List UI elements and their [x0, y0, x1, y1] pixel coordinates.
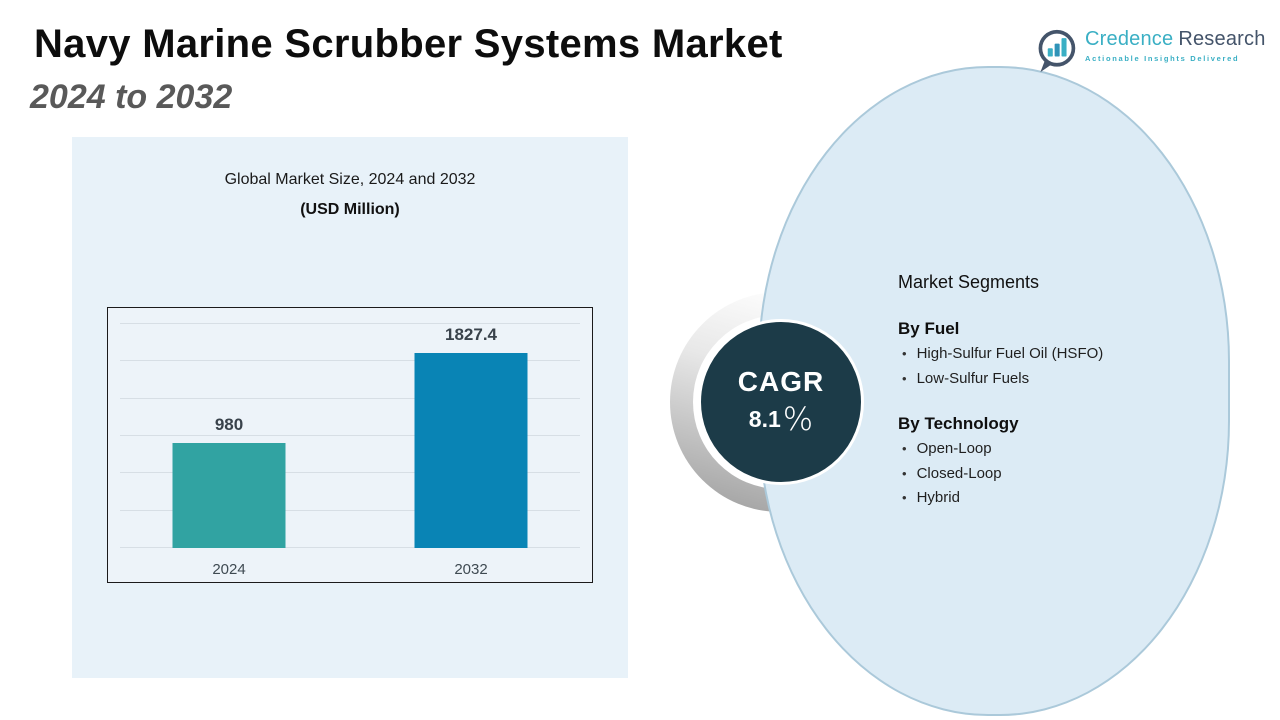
cagr-badge: CAGR 8.1 %: [698, 319, 864, 485]
brand-name-secondary: Research: [1178, 28, 1266, 50]
chart-title: Global Market Size, 2024 and 2032: [224, 171, 476, 188]
segment-group-fuel: By Fuel • High-Sulfur Fuel Oil (HSFO) • …: [898, 319, 1218, 388]
x-axis-label-2032: 2032: [454, 561, 488, 578]
gridline: [120, 435, 580, 436]
bullet-icon: •: [902, 465, 907, 481]
brand-tagline: Actionable Insights Delivered: [1085, 54, 1240, 63]
cagr-value-row: 8.1 %: [749, 400, 813, 438]
bar-slot-2024: 980 2024: [108, 324, 350, 578]
list-item: • Closed-Loop: [902, 464, 1218, 484]
bars-row: 980 2024 1827.4 2032: [108, 324, 592, 578]
segment-item-label: High-Sulfur Fuel Oil (HSFO): [916, 345, 1104, 362]
x-axis-label-2024: 2024: [212, 561, 246, 578]
market-segments-panel: Market Segments By Fuel • High-Sulfur Fu…: [898, 272, 1218, 508]
bar-chart-bubble-icon: [1038, 29, 1076, 73]
brand-name: Credence Research: [1085, 28, 1266, 51]
bar-2024: [172, 443, 286, 548]
bullet-icon: •: [902, 441, 907, 456]
list-item: • High-Sulfur Fuel Oil (HSFO): [902, 344, 1218, 364]
bar-slot-2032: 1827.4 2032: [350, 324, 592, 578]
gridline: [120, 360, 580, 362]
cagr-label: CAGR: [737, 366, 825, 397]
segment-group-title-technology: By Technology: [898, 414, 1019, 433]
cagr-value: 8.1: [748, 405, 781, 432]
list-item: • Open-Loop: [902, 439, 1218, 459]
chart-units-label: (USD Million): [300, 201, 400, 218]
chart-gridlines: [108, 308, 592, 582]
page-subtitle: 2024 to 2032: [30, 78, 233, 116]
segments-heading: Market Segments: [898, 272, 1040, 292]
segment-item-label: Low-Sulfur Fuels: [916, 369, 1030, 387]
brand-name-primary: Credence: [1085, 28, 1174, 50]
gridline: [120, 509, 580, 511]
bullet-icon: •: [902, 370, 907, 386]
list-item: • Low-Sulfur Fuels: [902, 369, 1218, 389]
bar-chart: 980 2024 1827.4 2032: [107, 307, 593, 583]
segment-item-label: Open-Loop: [916, 440, 992, 457]
logo-text-block: Credence Research Actionable Insights Del…: [1085, 28, 1266, 63]
credence-research-logo: Credence Research Actionable Insights Del…: [1034, 28, 1266, 74]
segment-group-title-fuel: By Fuel: [898, 319, 960, 338]
segment-item-label: Closed-Loop: [916, 464, 1002, 482]
bar-2032: [414, 353, 528, 548]
chart-panel: Global Market Size, 2024 and 2032 (USD M…: [72, 137, 628, 678]
bullet-icon: •: [902, 490, 907, 505]
bullet-icon: •: [902, 346, 907, 361]
segment-list-fuel: • High-Sulfur Fuel Oil (HSFO) • Low-Sulf…: [898, 344, 1218, 388]
percent-sign: %: [782, 400, 814, 438]
gridline: [120, 323, 580, 324]
bar-value-2024: 980: [214, 415, 244, 435]
segment-group-technology: By Technology • Open-Loop • Closed-Loop …: [898, 414, 1218, 508]
segment-list-technology: • Open-Loop • Closed-Loop • Hybrid: [898, 439, 1218, 508]
segment-item-label: Hybrid: [916, 489, 960, 506]
gridline: [120, 472, 580, 474]
gridline: [120, 547, 580, 548]
list-item: • Hybrid: [902, 488, 1218, 508]
page-title: Navy Marine Scrubber Systems Market: [34, 22, 783, 66]
bar-value-2032: 1827.4: [445, 325, 497, 345]
gridline: [120, 397, 580, 399]
